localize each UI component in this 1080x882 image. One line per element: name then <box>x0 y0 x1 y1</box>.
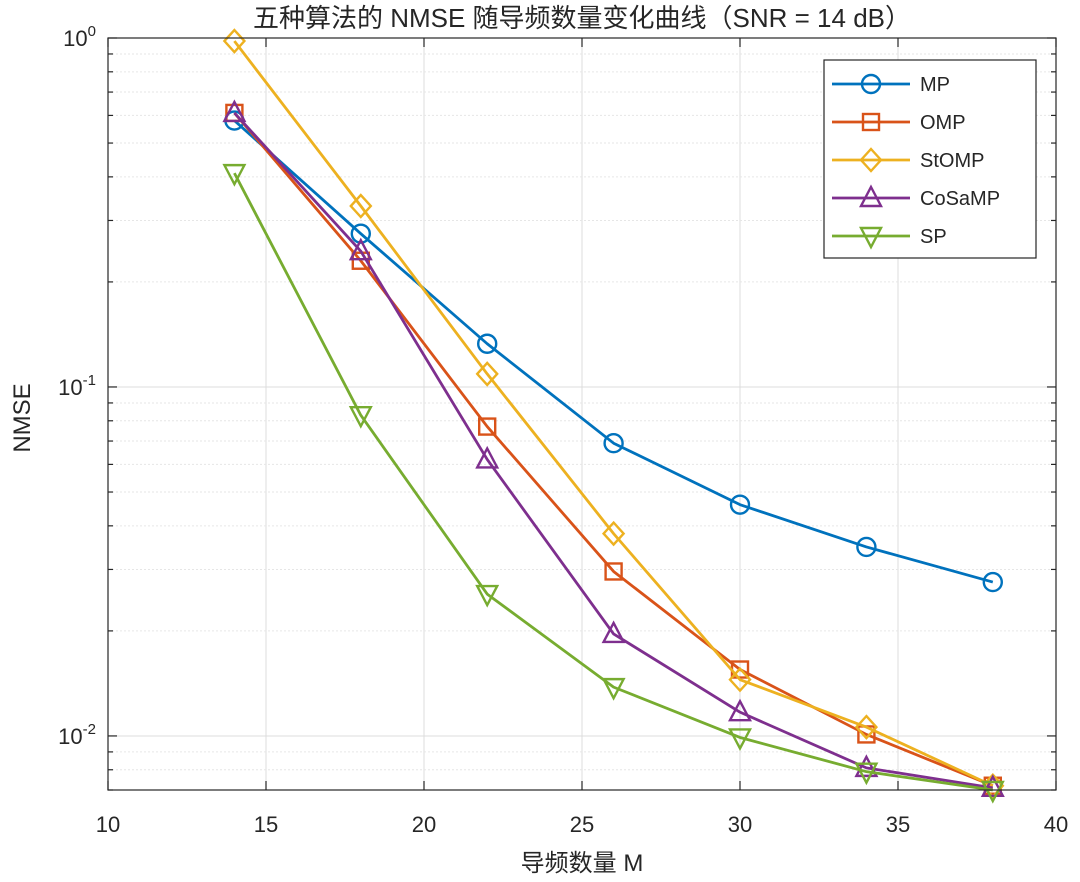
data-point-mp <box>477 333 498 354</box>
y-tick-label: 100 <box>63 23 96 51</box>
series-line-omp <box>233 112 994 788</box>
ticks: 10 15 20 25 30 35 40 100 10-1 10-2 <box>58 23 1068 837</box>
data-point-cosamp <box>222 99 247 123</box>
series-cosamp <box>222 99 1005 798</box>
data-point-sp <box>854 762 879 786</box>
data-point-sp <box>601 677 626 701</box>
legend-marker <box>859 184 883 208</box>
series-sp <box>222 163 1005 804</box>
data-point-stomp <box>222 28 247 54</box>
data-point-omp <box>604 562 623 581</box>
series-line-stomp <box>233 40 994 788</box>
data-point-sp <box>222 163 247 187</box>
x-tick-label: 15 <box>254 812 278 837</box>
series-line-sp <box>233 172 994 792</box>
data-point-cosamp <box>854 754 879 778</box>
data-point-mp <box>729 494 751 515</box>
series-line-mp <box>233 119 994 584</box>
legend-marker <box>861 112 881 132</box>
x-tick-label: 20 <box>412 812 436 837</box>
data-point-cosamp <box>348 237 373 261</box>
legend-marker <box>860 73 882 95</box>
legend-marker <box>859 226 883 250</box>
data-point-sp <box>348 406 373 429</box>
data-point-cosamp <box>475 445 500 469</box>
data-point-sp <box>475 584 500 608</box>
data-point-mp <box>856 536 877 558</box>
data-point-cosamp <box>980 774 1005 798</box>
data-point-cosamp <box>728 698 752 722</box>
data-point-mp <box>603 433 624 454</box>
legend-label: OMP <box>920 112 966 134</box>
data-point-sp <box>980 780 1005 804</box>
x-axis-label: 导频数量 M <box>521 850 644 877</box>
data-point-mp <box>982 571 1003 593</box>
x-tick-label: 10 <box>96 812 120 837</box>
x-tick-label: 25 <box>570 812 594 837</box>
series-layer <box>222 28 1005 804</box>
data-point-omp <box>478 417 497 436</box>
data-point-stomp <box>475 361 499 387</box>
legend-marker <box>859 147 883 173</box>
x-tick-label: 30 <box>728 812 752 837</box>
legend-label: CoSaMP <box>920 188 1000 210</box>
data-point-cosamp <box>601 620 626 644</box>
legend-item-mp: MP <box>832 73 950 96</box>
legend-item-omp: OMP <box>832 112 966 134</box>
legend-item-stomp: StOMP <box>832 147 984 173</box>
data-point-sp <box>728 728 752 752</box>
data-point-stomp <box>601 520 626 547</box>
x-tick-label: 40 <box>1044 812 1068 837</box>
legend-label: SP <box>920 226 947 248</box>
legend-label: StOMP <box>920 150 984 172</box>
y-tick-label: 10-2 <box>58 721 96 749</box>
series-omp <box>225 103 1002 795</box>
data-point-stomp <box>728 666 752 693</box>
legend-label: MP <box>920 74 950 96</box>
x-tick-label: 35 <box>886 812 910 837</box>
data-point-stomp <box>349 193 373 219</box>
y-axis-label: NMSE <box>9 383 36 452</box>
legend-item-sp: SP <box>832 226 947 250</box>
legend-item-cosamp: CoSaMP <box>832 184 1000 210</box>
legend: MP OMP StOMP CoSaMP SP <box>823 59 1037 259</box>
data-point-stomp <box>854 714 879 740</box>
y-tick-label: 10-1 <box>58 372 96 400</box>
chart-title: 五种算法的 NMSE 随导频数量变化曲线（SNR = 14 dB） <box>253 3 911 33</box>
series-line-cosamp <box>233 111 994 790</box>
